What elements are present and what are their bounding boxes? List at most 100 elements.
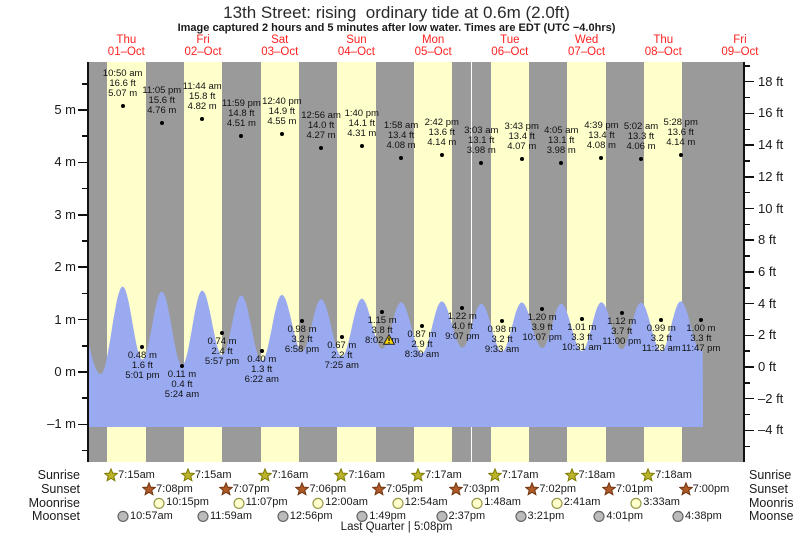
- tide-low-dot: [140, 344, 145, 349]
- ft-axis-label: 12 ft: [758, 168, 784, 184]
- astro-time: 7:05pm: [386, 482, 423, 495]
- tide-high-dot: [479, 161, 484, 166]
- tide-low-dot: [500, 318, 505, 323]
- sunrise-star-icon: [104, 468, 119, 482]
- moonset-circle-icon: [196, 509, 210, 523]
- astro-time: 7:06pm: [309, 482, 347, 495]
- astro-row-label-right: Moonrise: [749, 495, 793, 510]
- right-axis-line: [742, 62, 745, 462]
- tide-high-dot: [599, 156, 604, 161]
- m-axis-major-tick: [78, 423, 87, 426]
- ft-axis-minor-tick: [744, 65, 750, 67]
- weekday-label: Fri: [196, 34, 210, 46]
- moon-phase-label: Last Quarter | 5:08pm: [340, 521, 453, 533]
- m-axis-minor-tick: [82, 187, 87, 190]
- tide-high-label: 4:39 pm 13.4 ft 4.08 m: [584, 120, 619, 152]
- moonset-circle-icon: [671, 509, 685, 523]
- astro-time: 3:33am: [643, 496, 680, 508]
- ft-axis-label: 16 ft: [758, 105, 784, 121]
- tide-low-label: 1.22 m 4.0 ft 9:07 pm: [445, 311, 480, 343]
- page-title: 13th Street: rising ordinary tide at 0.6…: [223, 3, 570, 22]
- sunrise-star-icon: [564, 468, 579, 482]
- ft-axis-major-tick: [744, 271, 754, 273]
- ft-axis-minor-tick: [744, 191, 750, 194]
- weekday-label: Mon: [421, 34, 445, 46]
- tide-high-dot: [638, 157, 643, 162]
- sunset-star-icon: [142, 482, 157, 496]
- m-axis-label: –1 m: [47, 416, 76, 432]
- tide-low-label: 1.15 m 3.8 ft 8:02 pm: [364, 314, 400, 346]
- ft-axis-label: 0 ft: [758, 359, 777, 374]
- ft-axis-label: 18 ft: [758, 73, 784, 89]
- warning-icon: [383, 333, 396, 345]
- sunset-star-icon: [218, 482, 233, 496]
- sunrise-star-icon: [487, 468, 502, 482]
- sunset-star-icon: [448, 482, 463, 496]
- moonrise-circle-icon: [550, 496, 564, 510]
- date-label: 05–Oct: [414, 45, 452, 58]
- astro-time: 7:02pm: [539, 482, 577, 495]
- ft-axis-minor-tick: [744, 287, 750, 289]
- ft-axis-minor-tick: [744, 382, 750, 384]
- moonrise-circle-icon: [391, 496, 405, 510]
- astro-time: 7:01pm: [615, 482, 653, 495]
- tide-low-label: 0.48 m 1.6 ft 5:01 pm: [125, 349, 160, 381]
- astro-time: 2:37pm: [448, 509, 486, 522]
- m-axis-label: 0 m: [54, 364, 76, 379]
- m-axis-label: 2 m: [54, 259, 76, 275]
- tide-high-label: 11:05 pm 15.6 ft 4.76 m: [142, 84, 182, 116]
- ft-axis-label: –2 ft: [758, 390, 784, 406]
- m-axis-label: 3 m: [54, 206, 76, 222]
- sunset-star-icon: [372, 482, 387, 496]
- date-label: 04–Oct: [337, 45, 375, 58]
- m-axis-minor-tick: [82, 345, 87, 347]
- sunset-star-icon: [525, 482, 540, 496]
- day-header: Mon 05–Oct: [398, 34, 468, 58]
- tide-high-dot: [279, 131, 284, 136]
- sunrise-star-icon: [334, 468, 349, 482]
- sunrise-star-icon: [180, 468, 195, 482]
- m-axis-minor-tick: [82, 240, 87, 242]
- m-axis-major-tick: [78, 266, 87, 268]
- ft-axis-major-tick: [744, 207, 754, 210]
- tide-low-dot: [179, 364, 184, 369]
- tide-high-label: 1:40 pm 14.1 ft 4.31 m: [344, 108, 379, 140]
- sunset-star-icon: [295, 482, 310, 496]
- ft-axis-label: –4 ft: [758, 422, 784, 438]
- tide-high-label: 11:59 pm 14.8 ft 4.51 m: [221, 97, 261, 129]
- astro-time: 12:00am: [325, 496, 368, 508]
- ft-axis-minor-tick: [744, 318, 750, 321]
- astro-time: 12:54am: [404, 496, 448, 508]
- m-axis-major-tick: [78, 161, 87, 164]
- tide-high-label: 12:40 pm 14.9 ft 4.55 m: [262, 95, 302, 127]
- weekday-label: Sun: [346, 34, 367, 46]
- ft-axis-label: 4 ft: [758, 295, 777, 311]
- tide-low-dot: [380, 309, 385, 314]
- moonrise-circle-icon: [232, 496, 246, 510]
- sunset-star-icon: [601, 482, 616, 496]
- sunrise-star-icon: [641, 468, 656, 482]
- tide-high-label: 1:58 am 13.4 ft 4.08 m: [383, 120, 419, 152]
- m-axis-label: 1 m: [54, 311, 76, 327]
- tide-low-dot: [220, 331, 225, 336]
- sunrise-star-icon: [257, 468, 272, 482]
- tide-low-label: 0.11 m 0.4 ft 5:24 am: [164, 369, 200, 401]
- astro-time: 7:18am: [655, 468, 692, 481]
- day-header: Fri 09–Oct: [705, 34, 775, 58]
- moonset-circle-icon: [116, 509, 130, 523]
- astro-time: 3:21pm: [527, 509, 565, 522]
- m-axis-label: 5 m: [54, 102, 76, 117]
- left-axis-line: [86, 62, 89, 462]
- moonset-circle-icon: [514, 509, 528, 523]
- astro-time: 10:57am: [129, 509, 173, 522]
- tide-low-dot: [339, 334, 344, 339]
- moonset-circle-icon: [355, 509, 369, 523]
- ft-axis-minor-tick: [744, 413, 750, 416]
- ft-axis-minor-tick: [744, 445, 750, 447]
- m-axis-major-tick: [78, 318, 87, 321]
- ft-axis-major-tick: [744, 144, 754, 146]
- ft-axis-major-tick: [744, 429, 754, 432]
- ft-axis-major-tick: [744, 302, 754, 305]
- astro-row-label-right: Sunrise: [749, 468, 792, 482]
